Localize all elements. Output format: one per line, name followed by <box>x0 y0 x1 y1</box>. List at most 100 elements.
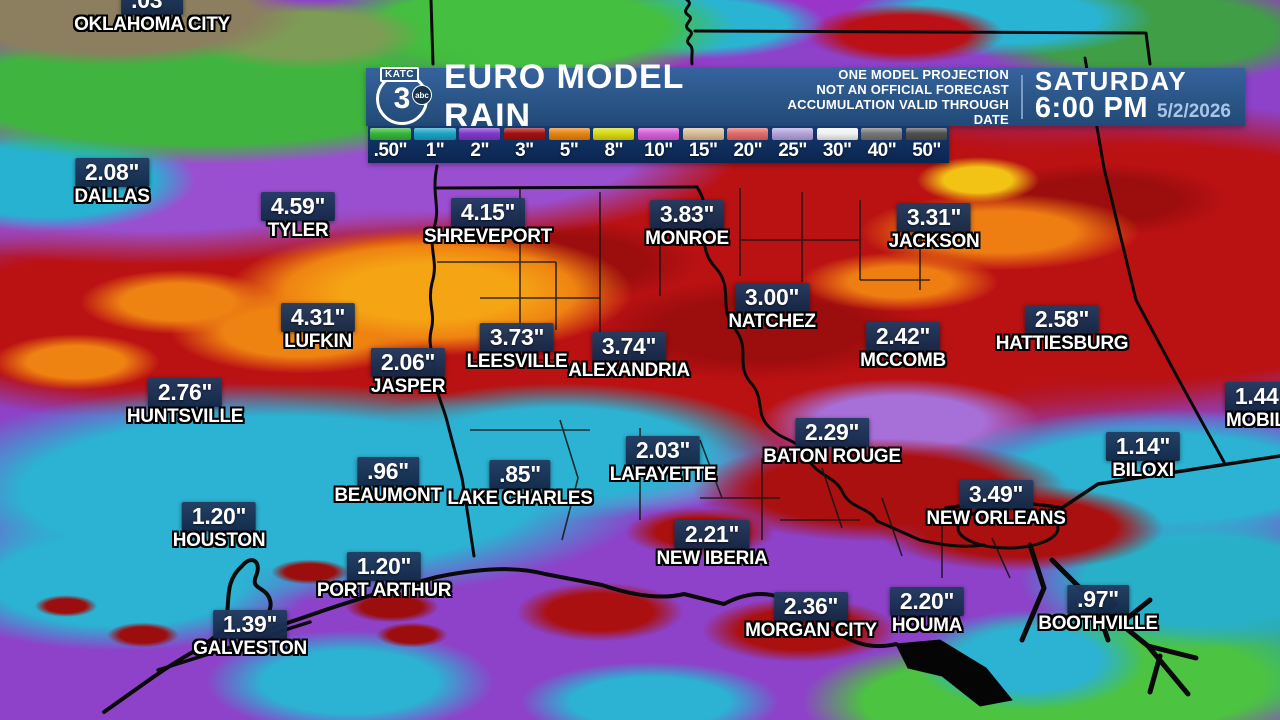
legend-entry: 2" <box>457 126 502 163</box>
legend-label: 40" <box>867 140 897 161</box>
legend-label: 15" <box>688 140 718 161</box>
state-border-line <box>429 0 435 66</box>
rain-value: 3.83" <box>649 200 725 229</box>
city-name: MONROE <box>645 228 729 249</box>
city-label: 2.20" HOUMA <box>889 587 965 637</box>
city-name: PORT ARTHUR <box>316 580 452 601</box>
city-name: JASPER <box>370 376 446 397</box>
city-name: GALVESTON <box>193 638 307 659</box>
rain-value: 2.08" <box>74 158 150 187</box>
city-name: LAKE CHARLES <box>447 488 593 509</box>
city-name: HATTIESBURG <box>995 333 1129 354</box>
legend-label: 50" <box>912 140 941 161</box>
city-name: MOBILE <box>1225 410 1280 431</box>
rain-value: 3.74" <box>591 332 667 361</box>
city-name: HOUSTON <box>172 530 266 551</box>
city-label: 3.83" MONROE <box>645 200 729 250</box>
city-name: LEESVILLE <box>466 351 568 372</box>
rain-value: 2.20" <box>889 587 965 616</box>
disclaimer-line: ONE MODEL PROJECTION <box>838 67 1009 82</box>
city-name: LUFKIN <box>284 331 352 352</box>
rain-value: 3.31" <box>896 203 972 232</box>
city-label: 2.03" LAFAYETTE <box>610 436 717 486</box>
legend-label: 3" <box>515 140 534 161</box>
legend-swatch <box>637 128 680 140</box>
state-border-line <box>435 185 699 190</box>
legend-entry: 5" <box>547 126 592 163</box>
city-name: NEW ORLEANS <box>926 508 1066 529</box>
county-line <box>470 419 1011 579</box>
city-label: 2.76" HUNTSVILLE <box>127 378 243 428</box>
city-label: .03" OKLAHOMA CITY <box>74 0 230 36</box>
state-border-line <box>693 29 1152 66</box>
city-label: .97" BOOTHVILLE <box>1038 585 1158 635</box>
legend-entry: 15" <box>681 126 726 163</box>
legend-swatch <box>816 128 858 140</box>
city-label: 1.14" BILOXI <box>1105 432 1181 482</box>
city-name: BEAUMONT <box>334 485 442 506</box>
legend-label: 1" <box>425 140 445 161</box>
rain-value: .85" <box>489 460 551 489</box>
legend-swatch <box>369 128 411 140</box>
city-name: BATON ROUGE <box>763 446 901 467</box>
legend-label: 5" <box>559 140 579 161</box>
rain-value: 1.20" <box>346 552 422 581</box>
legend-entry: 20" <box>726 126 771 163</box>
legend-entry: 25" <box>770 126 815 163</box>
coastline <box>102 558 924 714</box>
city-name: SHREVEPORT <box>424 226 552 247</box>
city-name: MCCOMB <box>860 350 946 371</box>
city-name: NATCHEZ <box>728 311 816 332</box>
page-title: EURO MODEL RAIN <box>444 58 684 135</box>
city-label: 1.44"MOBILE <box>1224 382 1280 432</box>
city-label: 3.74" ALEXANDRIA <box>568 332 690 382</box>
rain-value: 2.42" <box>865 322 941 351</box>
rain-value: 3.73" <box>479 323 555 352</box>
legend-swatch <box>459 128 501 140</box>
station-logo: 3 KATC abc <box>374 67 432 125</box>
legend-entry: 10" <box>636 126 681 163</box>
legend-label: 20" <box>733 140 763 161</box>
legend-label: 25" <box>778 140 807 161</box>
state-border-line <box>428 164 476 558</box>
delta-marsh <box>895 639 1013 707</box>
city-label: 2.42" MCCOMB <box>860 322 946 372</box>
city-name: OKLAHOMA CITY <box>74 14 230 35</box>
legend-entry: 3" <box>502 126 547 163</box>
river-line <box>684 0 694 66</box>
legend-swatch <box>906 128 948 140</box>
legend-entry: 30" <box>815 126 860 163</box>
header-bar: 3 KATC abc EURO MODEL RAIN ONE MODEL PRO… <box>366 58 1245 135</box>
legend-label: .50" <box>373 140 408 161</box>
city-label: 2.36" MORGAN CITY <box>745 592 877 642</box>
rain-value: 2.29" <box>794 418 870 447</box>
legend-swatch <box>548 128 590 140</box>
legend-label: 30" <box>822 140 852 161</box>
city-name: DALLAS <box>74 186 150 207</box>
rain-value: .97" <box>1067 585 1129 614</box>
delta-marsh <box>1019 542 1199 697</box>
legend-entry: .50" <box>368 126 413 163</box>
rain-value: 2.76" <box>147 378 223 407</box>
rain-value: 3.49" <box>958 480 1034 509</box>
city-label: .85" LAKE CHARLES <box>447 460 593 510</box>
disclaimer-line: NOT AN OFFICIAL FORECAST <box>816 82 1009 97</box>
legend-swatch <box>593 128 635 140</box>
city-label: .96" BEAUMONT <box>334 457 442 507</box>
city-label: 1.20" HOUSTON <box>173 502 266 552</box>
rain-value: 2.03" <box>625 436 701 465</box>
county-line <box>739 188 930 290</box>
city-name: ALEXANDRIA <box>568 360 690 381</box>
river-line <box>695 185 986 548</box>
abc-network-badge: abc <box>412 85 432 105</box>
forecast-day: SATURDAY <box>1034 66 1188 96</box>
city-name: BOOTHVILLE <box>1038 613 1158 634</box>
legend-bar: .50" 1" 2" 3" 5" 8" 10" 15" 20" 25" 30" 40" 50" <box>368 126 949 163</box>
city-label: 2.29" BATON ROUGE <box>763 418 901 468</box>
city-label: 2.58" HATTIESBURG <box>996 305 1129 355</box>
rain-value: 1.20" <box>181 502 257 531</box>
city-label: 1.39" GALVESTON <box>193 610 307 660</box>
city-label: 4.59" TYLER <box>260 192 336 242</box>
rain-value: 4.31" <box>280 303 356 332</box>
